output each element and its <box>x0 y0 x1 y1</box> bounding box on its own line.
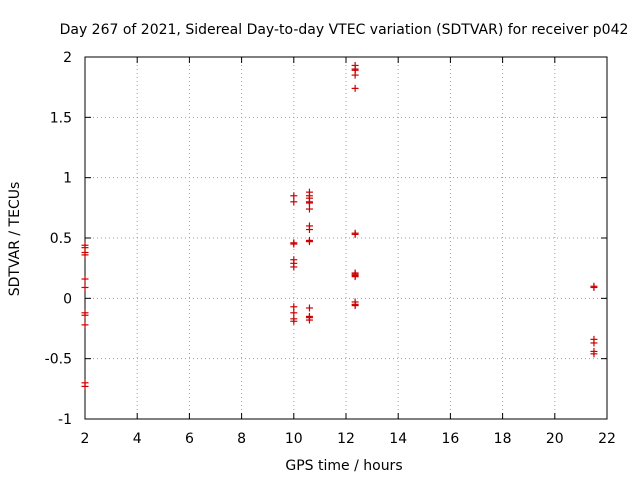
y-tick-label: 0 <box>63 291 72 307</box>
data-point <box>351 84 359 92</box>
x-tick-label: 10 <box>285 431 303 447</box>
data-point <box>305 205 313 213</box>
data-point <box>81 251 89 259</box>
data-point <box>590 350 598 358</box>
data-point <box>290 198 298 206</box>
x-tick-label: 14 <box>389 431 407 447</box>
x-tick-label: 18 <box>494 431 512 447</box>
data-point <box>351 230 359 238</box>
y-tick-label: 2 <box>63 50 72 66</box>
grid <box>85 57 607 419</box>
data-points <box>81 61 598 390</box>
data-point <box>351 273 359 281</box>
y-tick-label: 1 <box>63 171 72 187</box>
y-axis-label: SDTVAR / TECUs <box>7 182 23 297</box>
x-tick-label: 20 <box>546 431 564 447</box>
data-point <box>351 71 359 79</box>
x-tick-label: 4 <box>133 431 142 447</box>
x-tick-label: 8 <box>237 431 246 447</box>
data-point <box>81 283 89 291</box>
y-tick-label: -0.5 <box>45 352 72 368</box>
data-point <box>290 192 298 200</box>
axis-ticks: 2 4 6 8 10 12 14 16 18 20 22 -1 -0.5 0 0.5 1 1.5 2 <box>45 50 616 447</box>
data-point <box>81 311 89 319</box>
data-point <box>351 302 359 310</box>
data-point <box>81 321 89 329</box>
data-point <box>305 238 313 246</box>
x-tick-label: 22 <box>598 431 616 447</box>
data-point <box>81 382 89 390</box>
data-point <box>305 226 313 234</box>
data-point <box>290 240 298 248</box>
data-point <box>290 303 298 311</box>
data-point <box>590 339 598 347</box>
x-tick-label: 2 <box>81 431 90 447</box>
data-point <box>305 304 313 312</box>
x-tick-label: 12 <box>337 431 355 447</box>
data-point <box>305 199 313 207</box>
data-point <box>81 275 89 283</box>
x-tick-label: 6 <box>185 431 194 447</box>
data-point <box>305 316 313 324</box>
chart-title: Day 267 of 2021, Sidereal Day-to-day VTE… <box>60 22 629 38</box>
y-tick-label: 1.5 <box>50 110 72 126</box>
x-tick-label: 16 <box>441 431 459 447</box>
data-point <box>290 309 298 317</box>
x-axis-label: GPS time / hours <box>285 458 402 474</box>
data-point <box>290 317 298 325</box>
data-point <box>590 283 598 291</box>
y-tick-label: 0.5 <box>50 231 72 247</box>
y-tick-label: -1 <box>58 412 72 428</box>
data-point <box>290 263 298 271</box>
